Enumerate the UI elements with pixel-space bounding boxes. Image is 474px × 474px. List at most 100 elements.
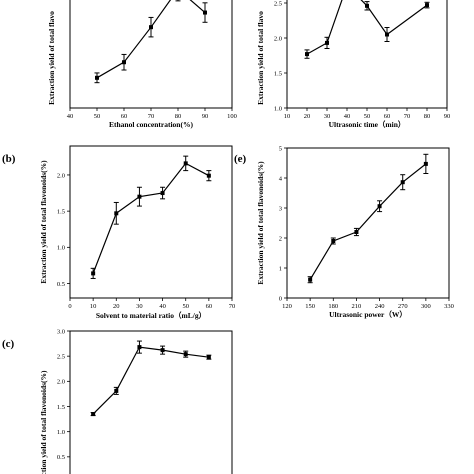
chart-panel-3: 0 10 20 30 40 50 60 70 0.5 1.0 1.5 2.0 Solvent to ma… [2, 145, 236, 320]
plot-frame [286, 147, 450, 299]
data-point [137, 194, 142, 199]
y-tick-label: 4 [279, 175, 283, 182]
x-tick-label: 80 [175, 113, 182, 120]
data-point [137, 345, 142, 350]
x-tick-label: 90 [444, 113, 451, 120]
y-axis-title: Extraction yield of total flavo [47, 11, 56, 105]
x-axis-title: Ultrasonic time（min） [329, 119, 406, 129]
chart-panel-2: 10 20 30 40 50 60 70 80 90 1.0 1.5 2.0 2.5 Ultrasonic… [256, 0, 450, 129]
data-point [325, 40, 329, 45]
x-tick-label: 80 [424, 113, 431, 120]
x-tick-label: 30 [136, 303, 143, 310]
y-tick-label: 2 [279, 235, 282, 242]
x-tick-label: 70 [229, 303, 236, 310]
data-point [308, 277, 313, 282]
data-point [203, 10, 207, 15]
y-tick-label: 2.0 [57, 379, 65, 386]
y-tick-label: 3 [279, 205, 282, 212]
y-tick-label: 1.0 [57, 429, 65, 436]
x-tick-label: 100 [227, 113, 237, 120]
x-tick-label: 330 [444, 303, 454, 310]
series-group [307, 153, 429, 284]
x-tick-label: 60 [206, 303, 213, 310]
data-point [91, 271, 96, 276]
x-tick-label: 150 [305, 303, 315, 310]
series-line [92, 346, 209, 415]
data-point [365, 3, 369, 8]
y-axis-title: raction yield of total flavonoids(%) [39, 370, 48, 474]
data-point [305, 52, 309, 57]
plot-frame [286, 0, 448, 109]
x-tick-label: 180 [328, 303, 338, 310]
data-point [377, 204, 382, 209]
data-point [331, 239, 336, 243]
y-tick-label: 3.0 [57, 328, 65, 335]
y-tick-label: 2.5 [57, 353, 65, 360]
x-tick-label: 270 [398, 303, 408, 310]
series-group [90, 155, 212, 279]
y-tick-label: 0.5 [57, 281, 65, 288]
data-point [385, 32, 389, 37]
x-tick-label: 300 [421, 303, 431, 310]
x-tick-label: 120 [282, 303, 292, 310]
y-tick-label: 2.5 [274, 0, 282, 7]
series-line [96, 0, 206, 79]
chart-panel-1: 40 50 60 70 80 90 100 Ethanol concentration(%) E… [47, 0, 237, 129]
x-tick-label: 60 [121, 113, 128, 120]
data-point [183, 352, 188, 357]
x-tick-label: 40 [67, 113, 74, 120]
series-line [306, 0, 428, 55]
y-tick-label: 2.0 [274, 35, 282, 42]
x-tick-label: 50 [364, 113, 371, 120]
data-point [95, 75, 99, 80]
data-point [114, 388, 119, 393]
y-tick-label: 1.5 [57, 208, 65, 215]
x-tick-label: 70 [404, 113, 411, 120]
data-point [183, 161, 188, 166]
series-group [94, 0, 208, 84]
data-point [91, 412, 96, 417]
panel-label: (b) [2, 153, 16, 165]
y-axis-title: Extraction yield of total flavonoids(%) [256, 161, 265, 285]
data-point [160, 348, 165, 353]
x-axis-title: Solvent to material ratio（mL/g） [96, 310, 206, 320]
plot-frame [69, 145, 233, 299]
x-axis-title: Ethanol concentration(%) [109, 120, 193, 129]
x-tick-label: 20 [304, 113, 311, 120]
series-group [90, 340, 212, 417]
data-point [206, 355, 211, 360]
y-tick-label: 1.5 [274, 70, 282, 77]
x-tick-label: 50 [94, 113, 101, 120]
plot-frame [69, 0, 233, 109]
y-tick-label: 2.0 [57, 172, 65, 179]
x-tick-label: 240 [375, 303, 385, 310]
plot-frame [69, 330, 233, 474]
series-line [92, 162, 210, 274]
x-tick-label: 50 [182, 303, 189, 310]
panel-label: (e) [234, 153, 247, 165]
series-group [304, 0, 430, 59]
data-point [122, 60, 126, 65]
y-axis-title: Extraction yield of total flavonoids(%) [39, 160, 48, 284]
y-axis-title: Extraction yield of total flavo [256, 11, 265, 105]
x-axis-title: Ultrasonic power（W） [329, 309, 407, 319]
y-tick-label: 1 [279, 265, 282, 272]
x-tick-label: 10 [284, 113, 291, 120]
data-point [354, 230, 359, 234]
data-point [160, 191, 165, 196]
y-tick-label: 0 [279, 295, 282, 302]
data-point [425, 3, 429, 8]
x-tick-label: 70 [148, 113, 155, 120]
x-tick-label: 0 [68, 303, 71, 310]
data-point [400, 180, 405, 185]
y-tick-label: 0.5 [57, 454, 65, 461]
data-point [423, 161, 428, 166]
x-tick-label: 20 [113, 303, 120, 310]
data-point [206, 173, 211, 178]
x-tick-label: 10 [90, 303, 97, 310]
series-line [309, 163, 427, 281]
x-tick-label: 30 [324, 113, 331, 120]
x-tick-label: 40 [159, 303, 166, 310]
